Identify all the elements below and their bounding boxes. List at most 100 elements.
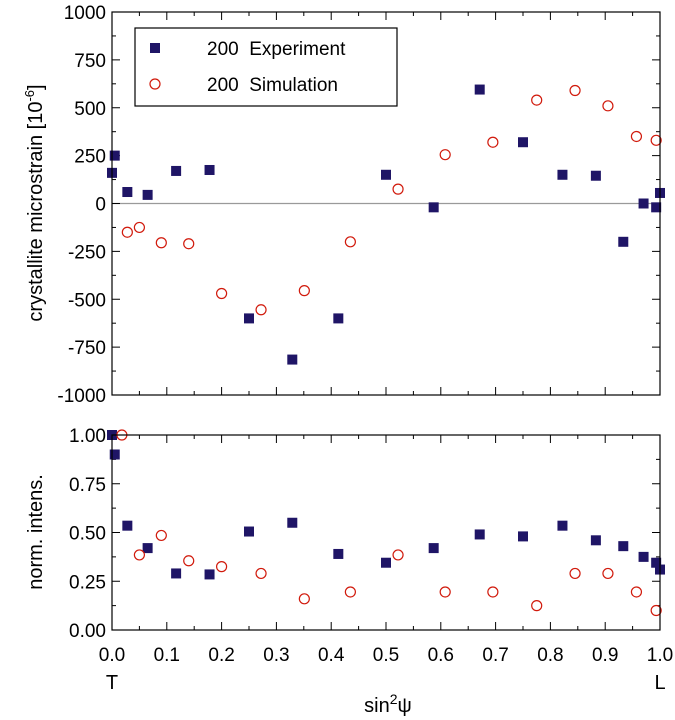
top-experiment-point [474,84,485,95]
top-ytick-label: 250 [74,147,106,168]
bot-experiment-point [428,543,439,554]
bot-experiment-point [518,531,528,542]
bot-experiment-point [557,520,568,531]
top-ytick-label: 500 [74,99,106,120]
x-tick-label: 1.0 [647,645,673,666]
top-y-tick-labels: 1000 750 500 250 0 -250 -500 -750 -1000 [57,3,106,407]
bottom-ticks [111,434,661,631]
top-plot-frame [111,11,661,396]
legend-box [134,27,398,107]
bot-experiment-point [474,529,485,540]
top-simulation-point [531,94,543,106]
bot-simulation-point [344,586,356,598]
top-experiment-point [590,170,601,181]
top-simulation-point [133,221,145,234]
x-tick-label: 0.4 [318,645,345,666]
bot-experiment-point [651,557,662,568]
top-ticks [111,11,661,396]
bot-simulation-point [650,604,662,617]
bottom-plot-frame [111,434,661,631]
top-y-axis-label-close: ] [25,84,47,90]
bot-experiment-point [142,543,153,554]
legend-circle-marker [149,78,161,90]
top-ytick-label: 1000 [64,3,106,24]
bottom-markers [107,429,665,617]
bot-experiment-point [590,535,601,546]
top-simulation-point [602,100,614,112]
top-simulation-point [344,236,356,248]
top-simulation-point [216,287,228,300]
bot-simulation-point [392,549,404,561]
bottom-panel: 1.000.750.500.250.00 0.0 0.1 0.2 0.3 0.4 0.5 0… [25,426,673,717]
bot-simulation-point [569,567,581,580]
x-tick-label: 0.7 [482,645,508,666]
x-end-label-right: L [654,672,665,694]
bot-simulation-point [602,567,614,580]
top-simulation-point [650,134,662,146]
top-simulation-point [298,285,310,297]
top-experiment-point [171,165,182,176]
top-simulation-point [439,149,451,161]
x-axis-label-symbol: ψ [398,695,412,717]
bot-simulation-point [255,567,267,580]
top-ytick-label: -1000 [57,386,106,407]
x-tick-label: 0.0 [99,645,125,666]
bot-simulation-point [155,529,167,542]
bot-simulation-point [183,555,195,567]
top-experiment-point [109,150,120,161]
x-axis-label-exponent: 2 [390,691,398,707]
bot-experiment-point [618,541,629,552]
legend-entry-experiment: 200 Experiment [207,39,346,60]
top-experiment-point [638,198,649,209]
top-experiment-point [204,164,215,175]
x-axis-label-text: sin [364,695,390,717]
x-axis-label: sin2ψ [364,691,412,717]
top-experiment-point [381,169,391,180]
bot-experiment-point [287,517,298,528]
bot-simulation-point [133,549,145,561]
bot-simulation-point [439,586,451,598]
bot-ytick-label: 0.00 [69,621,106,642]
bot-experiment-point [381,557,391,568]
top-simulation-point [392,183,404,195]
top-ytick-label: 0 [95,195,106,216]
top-y-axis-label-text: crystallite microstrain [10 [25,102,47,322]
top-experiment-point [557,169,568,180]
top-ytick-label: -250 [68,242,106,263]
top-experiment-point [142,189,153,200]
top-experiment-point [122,187,133,198]
bot-experiment-point [244,526,254,537]
bottom-y-tick-labels: 1.00 0.75 0.50 0.25 0.00 [69,426,106,642]
top-y-axis-label: crystallite microstrain [10-6] [22,84,47,321]
bot-experiment-point [109,449,120,460]
x-end-label-left: T [106,672,118,694]
bot-simulation-point [630,586,643,598]
bottom-y-axis-label: norm. intens. [25,474,47,590]
top-experiment-point [333,313,344,324]
top-y-axis-label-exponent: -6 [22,90,37,102]
x-tick-label: 0.6 [428,645,454,666]
x-tick-label: 0.1 [154,645,180,666]
legend: 200 Experiment 200 Simulation [134,27,398,107]
top-experiment-point [244,313,254,324]
legend-square-marker [150,43,160,53]
x-tick-labels: 0.0 0.1 0.2 0.3 0.4 0.5 0.6 0.7 0.8 0.9 1.0 [99,645,673,666]
top-simulation-point [121,226,133,238]
bot-experiment-point [122,520,133,531]
bot-simulation-point [531,600,543,612]
top-simulation-point [255,304,267,316]
top-experiment-point [651,202,662,213]
bot-simulation-point [216,561,228,573]
top-ytick-label: -500 [68,290,106,311]
bot-ytick-label: 0.50 [69,524,106,545]
bot-ytick-label: 0.75 [69,475,106,496]
bot-experiment-point [638,551,649,562]
bot-ytick-label: 1.00 [69,426,106,447]
top-markers [107,84,665,365]
top-experiment-point [287,354,298,365]
x-tick-label: 0.5 [373,645,399,666]
x-tick-label: 0.9 [592,645,618,666]
bot-simulation-point [487,586,499,598]
top-ytick-label: 750 [74,51,106,72]
